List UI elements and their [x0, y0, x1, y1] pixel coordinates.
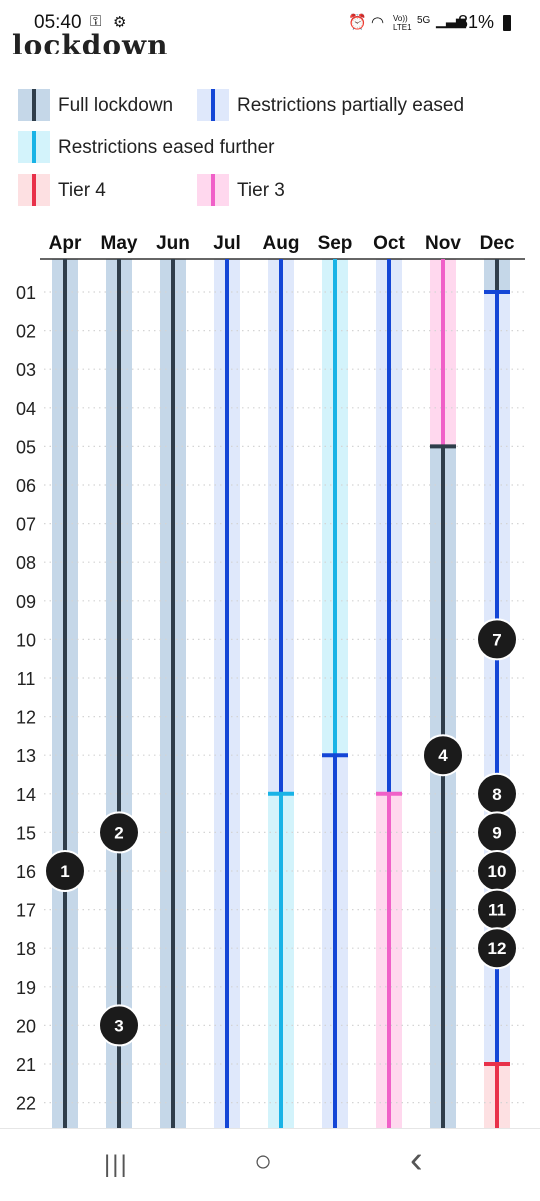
annotation-label: 9	[492, 823, 501, 842]
day-tick-label: 12	[16, 708, 36, 728]
annotation-badge	[44, 850, 86, 892]
day-tick-label: 10	[16, 630, 36, 650]
day-tick-label: 02	[16, 322, 36, 342]
legend-line	[32, 89, 36, 121]
5g-icon: 5G	[417, 15, 431, 26]
volte-icon: Vo)) LTE1	[393, 14, 412, 32]
day-tick-label: 22	[16, 1094, 36, 1114]
day-tick-label: 20	[16, 1016, 36, 1036]
legend-line	[211, 174, 215, 206]
annotation-label: 8	[492, 785, 501, 804]
annotation-label: 12	[488, 939, 507, 958]
recents-button[interactable]: |||	[104, 1151, 129, 1178]
legend-line	[32, 174, 36, 206]
annotation-label: 7	[492, 630, 501, 649]
month-tick-label: Apr	[49, 233, 82, 254]
day-tick-label: 07	[16, 515, 36, 535]
annotation-label: 3	[114, 1016, 123, 1035]
day-tick-label: 04	[16, 399, 36, 419]
day-tick-label: 14	[16, 785, 36, 805]
day-tick-label: 18	[16, 939, 36, 959]
annotation-badge	[422, 734, 464, 777]
legend-label: Tier 4	[58, 180, 106, 201]
month-tick-label: Dec	[480, 233, 515, 254]
day-tick-label: 13	[16, 746, 36, 766]
signal-icon: ▁▃▅	[436, 13, 466, 28]
day-tick-label: 15	[16, 823, 36, 843]
home-button[interactable]: ○	[254, 1145, 273, 1178]
annotation-badge	[98, 1004, 140, 1047]
month-tick-label: Jul	[213, 233, 240, 254]
back-button[interactable]: ‹	[410, 1139, 423, 1181]
day-tick-label: 05	[16, 437, 36, 457]
month-tick-label: Sep	[318, 233, 353, 254]
legend-line	[211, 89, 215, 121]
day-tick-label: 08	[16, 553, 36, 573]
annotation-label: 1	[60, 862, 69, 881]
day-tick-label: 09	[16, 592, 36, 612]
month-tick-label: May	[101, 233, 138, 254]
day-tick-label: 11	[17, 669, 36, 689]
key-icon: ⚿	[90, 13, 102, 30]
annotation-badge	[98, 811, 140, 854]
day-tick-label: 19	[16, 978, 36, 998]
day-tick-label: 21	[16, 1055, 36, 1075]
legend-label: Full lockdown	[58, 95, 174, 116]
annotation-label: 10	[488, 862, 507, 881]
day-tick-label: 01	[16, 283, 36, 303]
lockdown-timeline-chart: Apr May Jun Jul Aug Sep Oct Nov Dec 01 02 03 04 05 06 0…	[16, 233, 525, 1128]
status-bar: 05:40 ⚿ ⚙ ⏰ ◠ Vo)) LTE1 5G ▁▃▅ 81%	[0, 0, 540, 48]
month-tick-label: Jun	[156, 233, 190, 254]
annotation-badge	[476, 618, 518, 661]
legend-label: Restrictions eased further	[58, 137, 275, 158]
annotation-label: 4	[438, 746, 448, 765]
wifi-icon: ◠	[371, 14, 385, 31]
annotation-label: 2	[114, 823, 123, 842]
battery-icon	[503, 15, 511, 31]
month-tick-label: Oct	[373, 233, 405, 254]
status-time: 05:40	[34, 12, 82, 33]
legend-line	[32, 131, 36, 163]
month-tick-label: Nov	[425, 233, 461, 254]
legend-label: Tier 3	[237, 180, 285, 201]
legend-label: Restrictions partially eased	[237, 95, 465, 116]
day-tick-label: 16	[16, 862, 36, 882]
gear-icon: ⚙	[113, 14, 127, 31]
annotation-label: 11	[488, 901, 506, 920]
battery-level: 81%	[458, 12, 495, 32]
day-tick-label: 17	[16, 901, 36, 921]
annotation-badge	[476, 927, 518, 970]
day-tick-label: 03	[16, 360, 36, 380]
day-tick-label: 06	[16, 476, 36, 496]
navigation-bar: ||| ○ ‹	[0, 1128, 540, 1201]
chart-title: lockdown	[12, 29, 169, 55]
alarm-icon: ⏰	[348, 14, 367, 31]
month-tick-label: Aug	[263, 233, 300, 254]
